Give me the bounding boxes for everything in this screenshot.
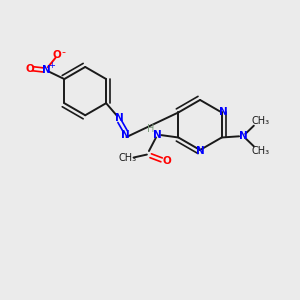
Text: N: N xyxy=(115,113,124,124)
Text: N: N xyxy=(219,107,228,117)
Text: CH₃: CH₃ xyxy=(251,146,270,156)
Text: +: + xyxy=(49,61,56,70)
Text: N: N xyxy=(196,146,205,157)
Text: N: N xyxy=(42,65,50,75)
Text: O: O xyxy=(53,50,62,61)
Text: N: N xyxy=(238,131,247,141)
Text: CH₃: CH₃ xyxy=(251,116,270,126)
Text: N: N xyxy=(153,130,162,140)
Text: N: N xyxy=(122,130,130,140)
Text: H: H xyxy=(147,124,154,134)
Text: O: O xyxy=(26,64,34,74)
Text: O: O xyxy=(163,156,171,166)
Text: CH₃: CH₃ xyxy=(119,152,137,163)
Text: -: - xyxy=(62,47,66,57)
